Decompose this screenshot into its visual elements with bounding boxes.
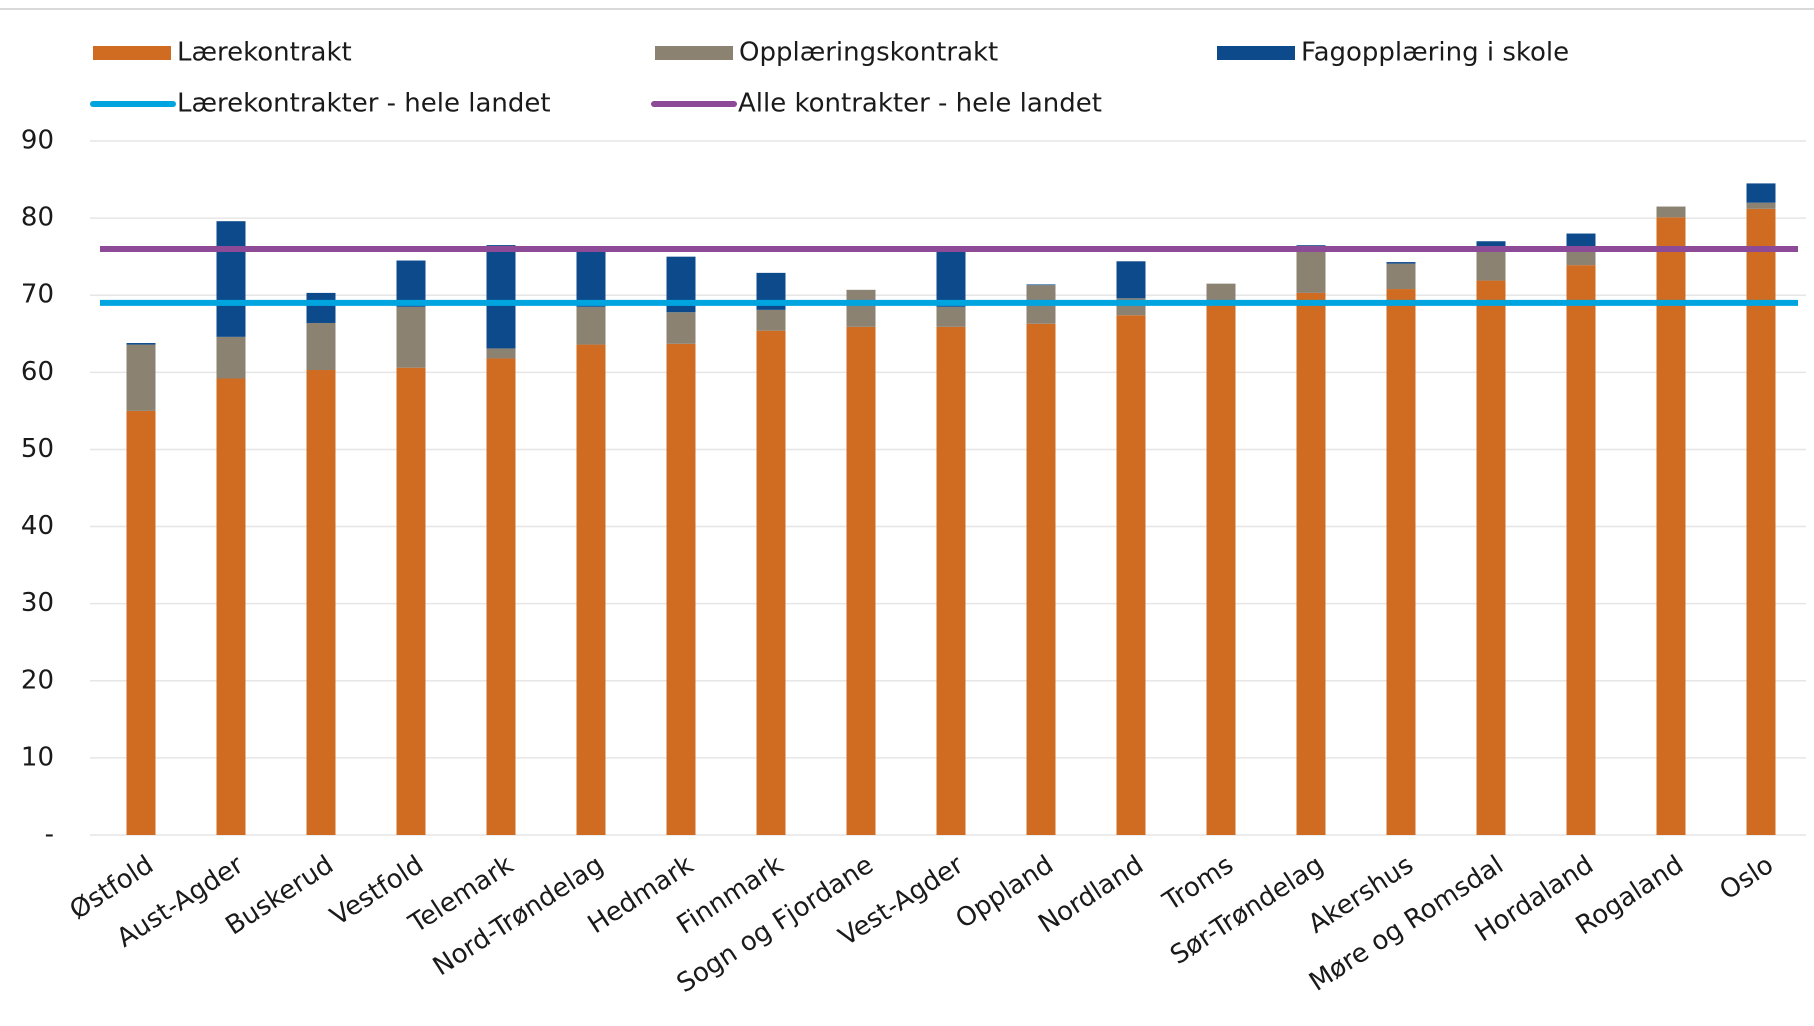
y-tick-label: 70: [21, 280, 54, 310]
bar-segment: [1206, 305, 1236, 835]
bar-segment: [306, 370, 336, 835]
bar-segment: [1746, 183, 1776, 203]
y-tick-label: 20: [21, 665, 54, 695]
legend-label: Fagopplæring i skole: [1301, 38, 1569, 68]
bar-segment: [1656, 206, 1686, 218]
bar-segment: [126, 343, 156, 345]
bar-segment: [486, 245, 516, 349]
bar-segment: [1116, 261, 1146, 299]
bar-segment: [1386, 263, 1416, 290]
legend-label: Opplæringskontrakt: [739, 38, 998, 68]
bar-segment: [306, 292, 336, 323]
bar-segment: [666, 343, 696, 835]
bar-segment: [396, 260, 426, 307]
bar-segment: [936, 249, 966, 307]
bar-segment: [666, 312, 696, 344]
bar-segment: [1206, 283, 1236, 306]
bar-segment: [1386, 289, 1416, 835]
bar-segment: [486, 358, 516, 835]
y-tick-label: 10: [21, 742, 54, 772]
bar-segment: [756, 330, 786, 835]
bar-segment: [1476, 250, 1506, 281]
bar-segment: [216, 378, 246, 835]
y-tick-label: 50: [21, 434, 54, 464]
legend-label: Lærekontrakt: [177, 38, 352, 68]
bar-segment: [216, 221, 246, 337]
bar-segment: [846, 326, 876, 835]
bar-segment: [126, 410, 156, 835]
y-tick-label: 80: [21, 203, 54, 233]
bar-segment: [396, 306, 426, 368]
bar-segment: [576, 344, 606, 835]
bar-segment: [576, 248, 606, 307]
x-tick-label: Oslo: [1715, 850, 1779, 906]
bar-segment: [396, 367, 426, 835]
bar-segment: [1026, 284, 1056, 286]
bar-segment: [1296, 245, 1326, 293]
x-tick-label: Sør-Trøndelag: [1165, 850, 1329, 971]
bar-segment: [756, 309, 786, 331]
legend-swatch: [1217, 46, 1295, 60]
bar-segment: [1116, 315, 1146, 835]
y-tick-label: 30: [21, 588, 54, 618]
bar-segment: [1746, 208, 1776, 835]
bar-segment: [1476, 241, 1506, 251]
bar-segment: [1296, 245, 1326, 246]
legend-swatch: [655, 46, 733, 60]
y-tick-label: 60: [21, 357, 54, 387]
legend-label: Alle kontrakter - hele landet: [738, 89, 1102, 119]
bar-segment: [936, 306, 966, 327]
y-tick-label: 90: [21, 126, 54, 156]
legend-swatch: [93, 46, 171, 60]
bar-segment: [126, 344, 156, 411]
bar-segment: [1656, 217, 1686, 836]
y-tick-label: 40: [21, 511, 54, 541]
bar-segment: [1746, 202, 1776, 209]
y-tick-label: -: [45, 820, 54, 850]
bar-segment: [846, 289, 876, 327]
bar-segment: [1296, 292, 1326, 835]
legend-label: Lærekontrakter - hele landet: [177, 89, 551, 119]
bar-segment: [306, 322, 336, 371]
bar-segment: [486, 348, 516, 359]
bar-segment: [1566, 265, 1596, 835]
bar-segment: [1386, 262, 1416, 264]
bar-segment: [936, 326, 966, 835]
bar-segment: [1566, 233, 1596, 248]
bar-segment: [1476, 280, 1506, 835]
bar-segment: [216, 336, 246, 379]
bar-segment: [1026, 323, 1056, 835]
bar-segment: [576, 306, 606, 345]
